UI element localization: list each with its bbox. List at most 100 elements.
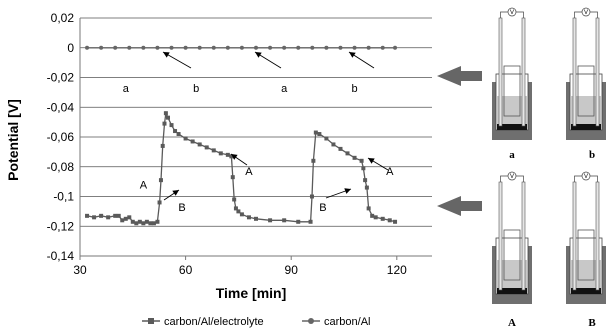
data-point-carbon-al-electrolyte: [225, 152, 230, 157]
data-point-carbon-al-electrolyte: [345, 151, 350, 156]
pointer-arrow-upper: [437, 66, 482, 86]
cell-voltmeter-symbol: V: [510, 10, 514, 16]
data-point-carbon-al-electrolyte: [370, 213, 375, 218]
annotation-arrowhead: [368, 158, 375, 164]
data-point-carbon-al: [282, 45, 287, 50]
cell-rod-right: [595, 181, 600, 291]
data-point-carbon-al-electrolyte: [116, 213, 121, 218]
annotation-label: A: [140, 180, 148, 192]
cell-voltmeter: [507, 7, 517, 17]
cell-wire-right: [590, 11, 598, 18]
data-point-carbon-al-electrolyte: [127, 215, 132, 220]
cell-rod-right: [521, 17, 526, 127]
data-point-carbon-al-electrolyte: [120, 218, 125, 223]
x-tick-label: 90: [285, 263, 299, 277]
data-point-carbon-al-electrolyte: [173, 129, 178, 134]
data-point-carbon-al: [254, 45, 258, 50]
data-point-carbon-al-electrolyte: [151, 221, 156, 226]
cell-voltmeter: [581, 7, 591, 17]
data-point-carbon-al-electrolyte: [211, 148, 216, 153]
cell-rod-right: [595, 17, 600, 127]
y-tick-label: -0,02: [47, 71, 75, 85]
data-point-carbon-al-electrolyte: [141, 221, 146, 226]
cell-bottom-electrode: [497, 288, 527, 294]
y-tick-label: -0,1: [53, 190, 74, 204]
annotation-arrowhead: [349, 52, 356, 58]
annotation-arrowhead: [231, 154, 238, 160]
cell-voltmeter-symbol: V: [584, 10, 588, 16]
data-point-carbon-al-electrolyte: [308, 219, 313, 224]
data-point-carbon-al-electrolyte: [239, 212, 244, 217]
annotation-label: A: [245, 166, 253, 178]
annotation-arrowhead: [344, 188, 351, 194]
data-point-carbon-al: [113, 45, 118, 50]
x-tick-label: 120: [387, 263, 407, 277]
data-point-carbon-al: [239, 45, 244, 50]
data-point-carbon-al-electrolyte: [176, 132, 181, 137]
data-point-carbon-al-electrolyte: [268, 218, 273, 223]
cell-rod-left: [572, 17, 577, 127]
data-point-carbon-al-electrolyte: [92, 215, 97, 220]
data-point-carbon-al-electrolyte: [233, 206, 238, 211]
data-point-carbon-al: [211, 45, 216, 50]
cell-rod-left: [498, 181, 503, 291]
data-point-carbon-al-electrolyte: [137, 219, 142, 224]
data-point-carbon-al-electrolyte: [130, 219, 135, 224]
annotation-label: a: [123, 83, 130, 95]
cell-inner-tube: [503, 229, 521, 281]
cell-inner-tube: [577, 65, 595, 117]
legend-label-carbon-al-electrolyte: carbon/Al/electrolyte: [164, 316, 264, 328]
data-point-carbon-al: [393, 45, 398, 50]
data-point-carbon-al-electrolyte: [155, 219, 160, 224]
data-point-carbon-al-electrolyte: [331, 142, 336, 147]
annotation-arrowhead: [172, 190, 179, 196]
data-point-carbon-al-electrolyte: [317, 132, 322, 137]
data-point-carbon-al-electrolyte: [338, 146, 343, 151]
series-line-carbon-al-electrolyte: [86, 110, 396, 225]
data-point-carbon-al-electrolyte: [364, 185, 369, 190]
data-point-carbon-al-electrolyte: [311, 158, 316, 163]
panel-label-a: a: [509, 149, 515, 161]
annotation-label: b: [351, 83, 357, 95]
annotation-arrowhead: [163, 52, 170, 58]
data-point-carbon-al-electrolyte: [366, 206, 371, 211]
cell-wire-right: [516, 175, 524, 182]
annotation-label: A: [386, 166, 394, 178]
data-point-carbon-al-electrolyte: [148, 221, 153, 226]
legend-label-carbon-al: carbon/Al: [324, 316, 370, 328]
cell-schematic-b: V: [566, 7, 606, 140]
data-point-carbon-al-electrolyte: [160, 143, 165, 148]
cell-voltmeter-symbol: V: [510, 174, 514, 180]
data-point-carbon-al-electrolyte: [282, 218, 287, 223]
data-point-carbon-al-electrolyte: [157, 200, 162, 205]
cell-inner-tube: [503, 65, 521, 117]
data-point-carbon-al-electrolyte: [313, 130, 318, 135]
x-tick-label: 60: [179, 263, 193, 277]
data-point-carbon-al-electrolyte: [296, 219, 301, 224]
data-point-carbon-al-electrolyte: [218, 151, 223, 156]
data-point-carbon-al-electrolyte: [393, 219, 398, 224]
annotation-arrowhead: [255, 52, 262, 58]
data-point-carbon-al: [99, 45, 104, 50]
data-point-carbon-al: [169, 45, 174, 50]
data-point-carbon-al: [296, 45, 301, 50]
cell-schematic-a: V: [492, 7, 532, 140]
annotation-label: a: [281, 83, 288, 95]
annotation-label: b: [193, 83, 199, 95]
data-point-carbon-al: [127, 45, 132, 50]
annotation-labels: a b a b A B A B A: [123, 83, 394, 214]
data-point-carbon-al-electrolyte: [113, 213, 118, 218]
data-point-carbon-al-electrolyte: [144, 219, 149, 224]
data-point-carbon-al: [85, 45, 90, 50]
data-point-carbon-al: [310, 45, 315, 50]
annotation-label: B: [178, 202, 185, 214]
data-point-carbon-al-electrolyte: [190, 139, 195, 144]
y-axis-title: Potential [V]: [5, 99, 21, 181]
x-axis-title: Time [min]: [216, 285, 287, 301]
cell-bottom-electrode: [571, 288, 601, 294]
series-layer: [85, 45, 398, 226]
y-tick-label: -0,12: [47, 219, 75, 233]
y-tick-label: -0,08: [47, 160, 75, 174]
data-point-carbon-al-electrolyte: [380, 216, 385, 221]
